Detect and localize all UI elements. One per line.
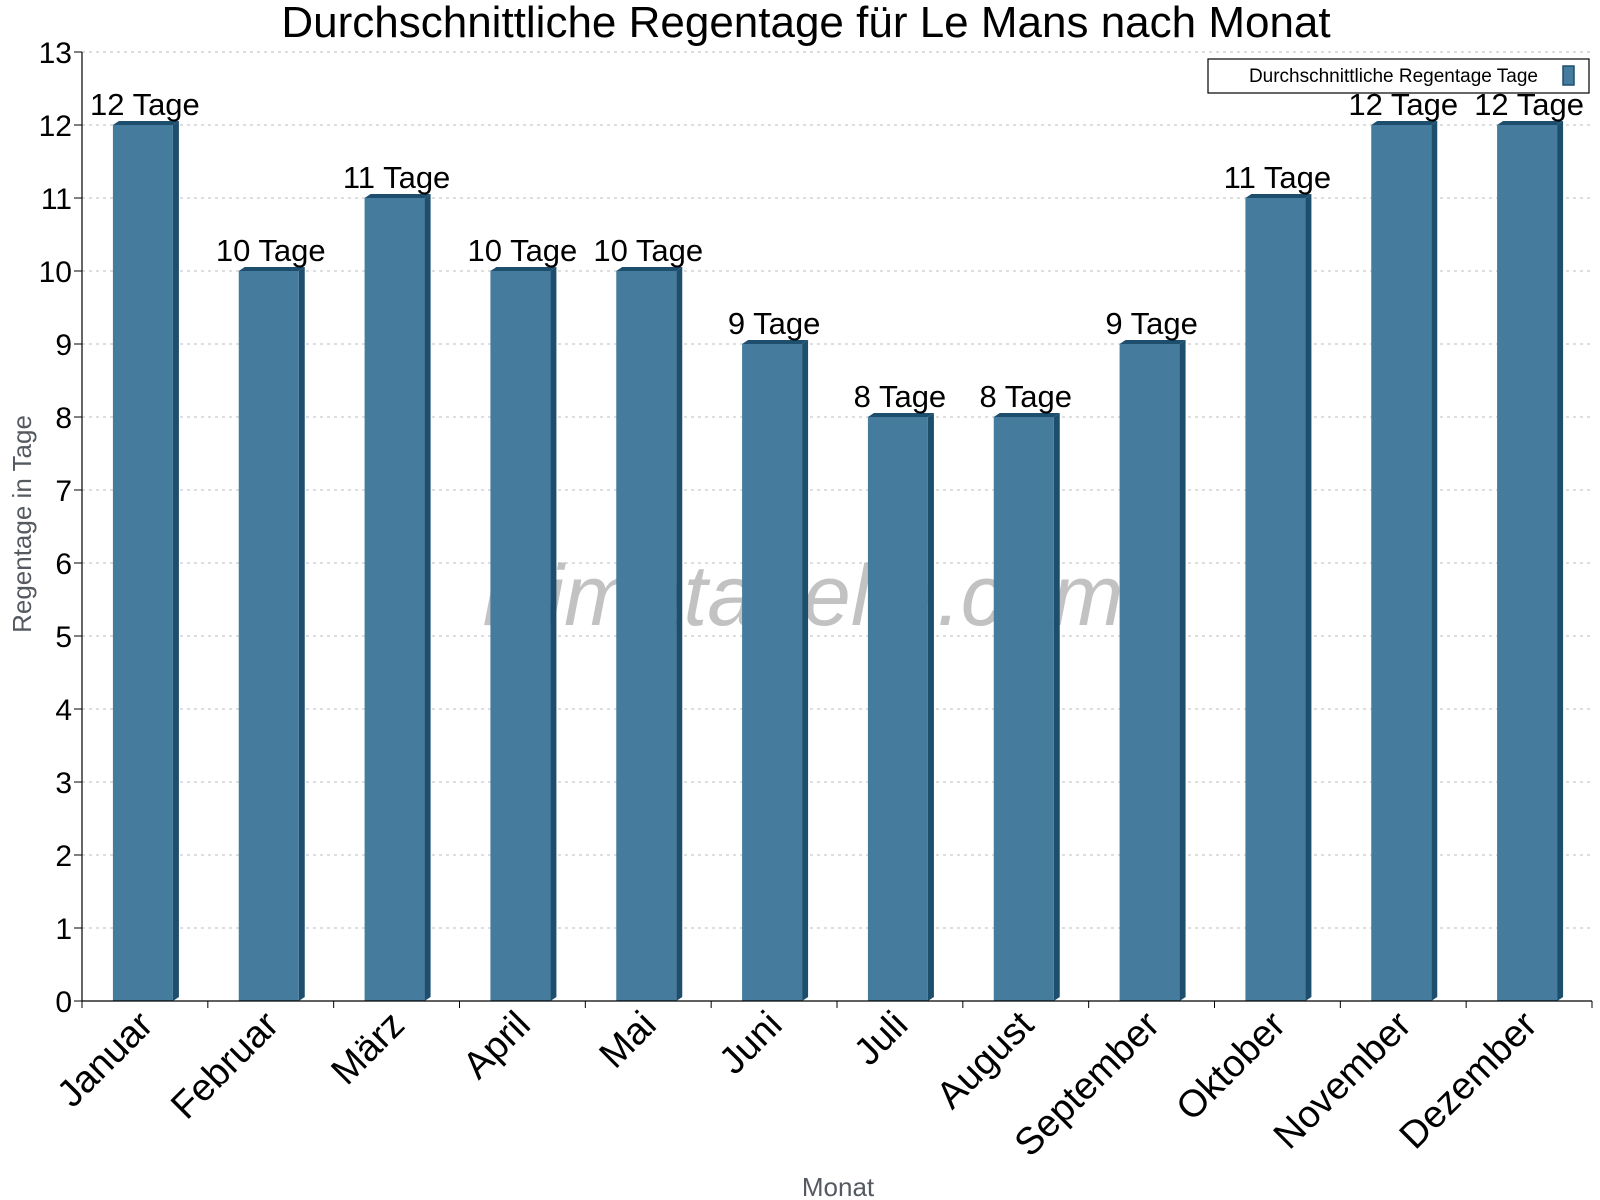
- bar-side: [1431, 121, 1438, 1001]
- x-tick-label: August: [929, 1003, 1043, 1117]
- x-axis-title: Monat: [802, 1172, 875, 1200]
- y-tick-label: 11: [41, 183, 72, 216]
- bar: [1371, 121, 1438, 1001]
- bar-side: [298, 267, 305, 1001]
- y-tick-label: 13: [39, 37, 72, 70]
- bar: [238, 267, 305, 1001]
- y-tick-label: 10: [39, 256, 72, 289]
- bar-value-label: 10 Tage: [593, 233, 703, 268]
- axes: [74, 51, 1593, 1008]
- bar-side: [802, 340, 809, 1001]
- y-axis-title: Regentage in Tage: [7, 415, 37, 633]
- bar: [490, 267, 557, 1001]
- bar-value-label: 9 Tage: [1105, 306, 1198, 341]
- legend-swatch: [1562, 65, 1575, 86]
- x-tick-label: März: [324, 1004, 413, 1093]
- bar: [993, 413, 1060, 1001]
- bar-top: [1119, 340, 1186, 344]
- x-tick-label: Oktober: [1169, 1003, 1295, 1129]
- bar-value-label: 8 Tage: [854, 379, 947, 414]
- bar-front: [1245, 198, 1306, 1001]
- bar-front: [364, 198, 425, 1001]
- y-tick-label: 3: [55, 767, 72, 800]
- bar-top: [867, 413, 934, 417]
- bar: [867, 413, 934, 1001]
- bar: [364, 194, 431, 1001]
- bar-top: [1497, 121, 1564, 125]
- y-tick-label: 5: [55, 621, 72, 654]
- bar-top: [364, 194, 431, 198]
- bar-value-label: 12 Tage: [90, 87, 200, 122]
- bar: [112, 121, 179, 1001]
- bar-front: [993, 417, 1054, 1001]
- y-tick-label: 9: [55, 329, 72, 362]
- bar-front: [112, 125, 173, 1001]
- legend-box: [1207, 58, 1590, 94]
- bar-top: [1245, 194, 1312, 198]
- x-tick-label: Mai: [592, 1004, 665, 1077]
- legend-label: Durchschnittliche Regentage Tage: [1249, 66, 1538, 87]
- bar-side: [676, 267, 683, 1001]
- bar-front: [1497, 125, 1558, 1001]
- y-tick-label: 0: [55, 986, 72, 1019]
- bar-value-label: 11 Tage: [1224, 160, 1331, 195]
- x-tick-label: April: [455, 1004, 538, 1087]
- x-tick-label: Juni: [711, 1004, 790, 1083]
- bar-top: [112, 121, 179, 125]
- bar: [1245, 194, 1312, 1001]
- y-tick-label: 6: [55, 548, 72, 581]
- bar-top: [490, 267, 557, 271]
- bar-front: [1371, 125, 1432, 1001]
- legend: Durchschnittliche Regentage Tage: [1207, 58, 1590, 94]
- x-tick-label: November: [1266, 1003, 1420, 1157]
- bar-side: [1305, 194, 1312, 1001]
- grid-lines: [82, 51, 1592, 929]
- y-tick-label: 2: [55, 840, 72, 873]
- bar-top: [742, 340, 809, 344]
- bar-top: [1371, 121, 1438, 125]
- y-tick-label: 4: [55, 694, 72, 727]
- bar-side: [1557, 121, 1564, 1001]
- x-tick-label: Februar: [163, 1003, 287, 1127]
- bar-front: [490, 271, 551, 1001]
- bar-value-label: 10 Tage: [468, 233, 578, 268]
- bar: [616, 267, 683, 1001]
- bar-side: [172, 121, 179, 1001]
- bar-top: [238, 267, 305, 271]
- bar-side: [550, 267, 557, 1001]
- bar-value-label: 9 Tage: [728, 306, 821, 341]
- bar-front: [1119, 344, 1180, 1001]
- y-tick-label: 8: [55, 402, 72, 435]
- bar-side: [1053, 413, 1060, 1001]
- y-tick-label: 12: [39, 110, 72, 143]
- y-tick-label: 1: [55, 913, 72, 946]
- bar: [1119, 340, 1186, 1001]
- chart-title: Durchschnittliche Regentage für Le Mans …: [281, 0, 1330, 47]
- bar-front: [616, 271, 677, 1001]
- bar-side: [927, 413, 934, 1001]
- bar-value-label: 10 Tage: [216, 233, 326, 268]
- bars: [112, 121, 1564, 1001]
- bar-value-label: 8 Tage: [979, 379, 1072, 414]
- x-tick-labels: Januar Februar März April Mai Juni Juli AugustS…: [49, 1003, 1545, 1164]
- bar-front: [867, 417, 928, 1001]
- bar-value-label: 11 Tage: [343, 160, 450, 195]
- x-tick-label: Januar: [49, 1003, 161, 1115]
- bar-front: [238, 271, 299, 1001]
- bar-front: [742, 344, 803, 1001]
- x-tick-label: Dezember: [1392, 1003, 1546, 1157]
- x-tick-label: Juli: [846, 1004, 916, 1074]
- bar-value-labels: 12 Tage 10 Tage 11 Tage 10 Tage 10 Tage 9 Tag…: [90, 87, 1584, 414]
- bar-top: [993, 413, 1060, 417]
- bar-top: [616, 267, 683, 271]
- bar-side: [1179, 340, 1186, 1001]
- bar: [742, 340, 809, 1001]
- bar: [1497, 121, 1564, 1001]
- bar-side: [424, 194, 431, 1001]
- y-tick-label: 7: [55, 475, 72, 508]
